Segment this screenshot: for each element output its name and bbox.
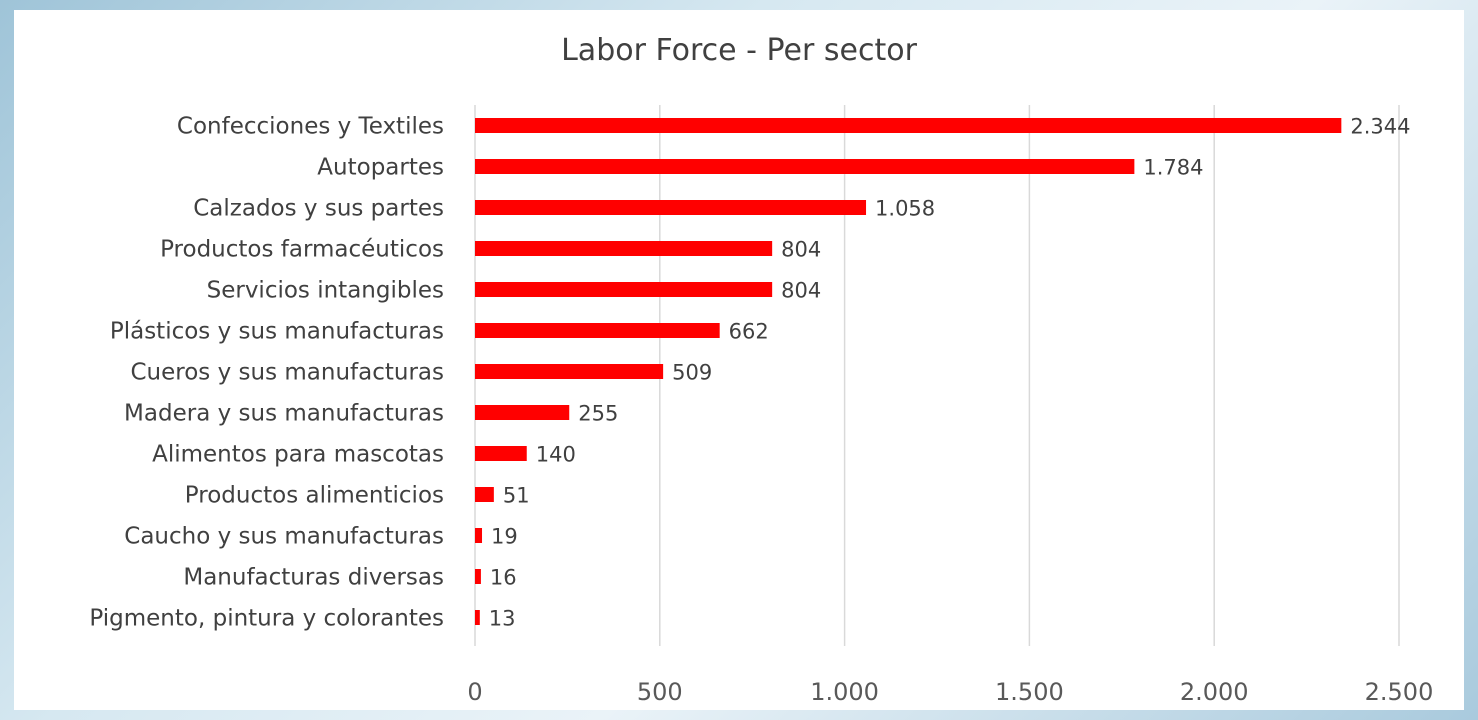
category-label: Manufacturas diversas (183, 565, 444, 591)
data-label: 140 (536, 443, 576, 467)
bar (475, 405, 570, 420)
bar (475, 241, 773, 256)
data-label: 13 (489, 607, 516, 631)
category-label: Autopartes (317, 155, 444, 181)
bar (475, 200, 867, 215)
data-label: 509 (672, 361, 712, 385)
x-tick-label: 500 (637, 678, 683, 706)
bar (475, 528, 483, 543)
bar (475, 159, 1135, 174)
bar (475, 118, 1342, 133)
category-label: Confecciones y Textiles (177, 114, 444, 140)
data-label: 51 (503, 484, 530, 508)
bar (475, 446, 527, 461)
data-label: 1.058 (875, 197, 935, 221)
data-label: 16 (490, 566, 517, 590)
data-label: 255 (578, 402, 618, 426)
category-labels: Confecciones y Textiles Autopartes Calzado… (89, 114, 444, 632)
bars (475, 118, 1342, 625)
category-label: Alimentos para mascotas (152, 442, 444, 468)
category-label: Caucho y sus manufacturas (124, 524, 444, 550)
chart-title: Labor Force - Per sector (561, 33, 917, 68)
bar (475, 487, 494, 502)
x-tick-label: 2.500 (1365, 678, 1434, 706)
bar (475, 323, 720, 338)
data-label: 19 (491, 525, 518, 549)
data-label: 804 (781, 279, 821, 303)
bar (475, 364, 664, 379)
category-label: Madera y sus manufacturas (124, 401, 444, 427)
category-label: Plásticos y sus manufacturas (110, 319, 444, 345)
category-label: Productos farmacéuticos (160, 237, 444, 263)
bar (475, 282, 773, 297)
category-label: Productos alimenticios (185, 483, 444, 509)
category-label: Pigmento, pintura y colorantes (89, 606, 444, 632)
gridlines (474, 105, 1400, 646)
bar (475, 610, 480, 625)
chart-panel: Labor Force - Per sector Confecciones y … (14, 10, 1464, 710)
data-label: 662 (729, 320, 769, 344)
x-tick-label: 2.000 (1180, 678, 1249, 706)
x-tick-label: 1.000 (810, 678, 879, 706)
bar (475, 569, 481, 584)
data-label: 1.784 (1143, 156, 1203, 180)
bar-chart: Labor Force - Per sector Confecciones y … (89, 33, 1433, 706)
data-label: 804 (781, 238, 821, 262)
category-label: Cueros y sus manufacturas (131, 360, 445, 386)
data-label: 2.344 (1350, 115, 1410, 139)
x-tick-label: 1.500 (995, 678, 1064, 706)
x-axis-ticks: 0 500 1.000 1.500 2.000 2.500 (467, 678, 1433, 706)
category-label: Servicios intangibles (207, 278, 444, 304)
category-label: Calzados y sus partes (193, 196, 444, 222)
x-tick-label: 0 (467, 678, 482, 706)
